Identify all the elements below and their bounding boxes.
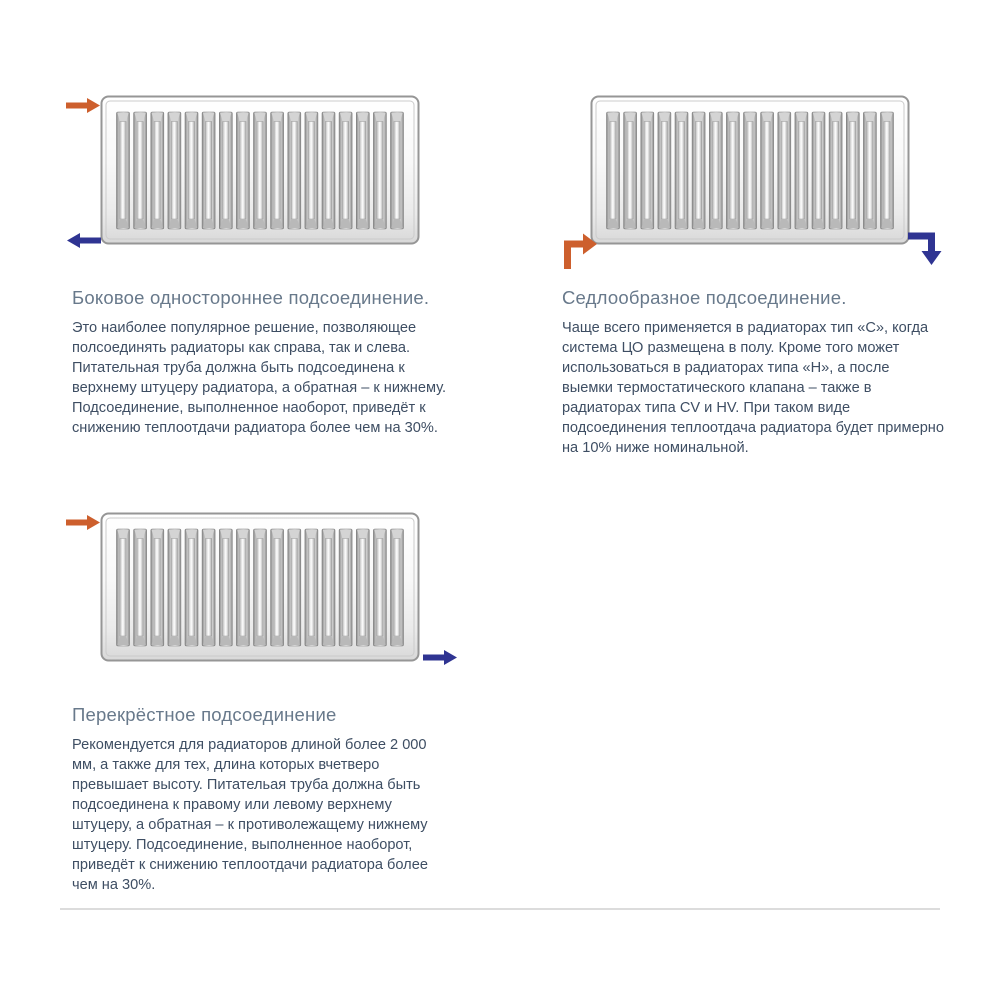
section-cross-connection: Перекрёстное подсоединение Рекомендуется… (60, 504, 550, 895)
section-description: Чаще всего применяется в радиаторах тип … (562, 320, 944, 456)
section-saddle-connection: Седлообразное подсоединение. Чаще всего … (550, 87, 948, 458)
radiator-illustration (590, 95, 910, 245)
return-arrow-icon (908, 232, 942, 265)
top-row: Боковое одностороннее подсоединение. Это… (60, 87, 944, 458)
section-title: Перекрёстное подсоединение (72, 704, 337, 725)
section-description: Рекомендуется для радиаторов длиной боле… (72, 737, 428, 893)
page-content: Боковое одностороннее подсоединение. Это… (60, 0, 944, 910)
return-arrow-icon (67, 233, 101, 248)
return-arrow-icon (423, 650, 457, 665)
section-title: Седлообразное подсоединение. (562, 287, 847, 308)
footer-divider (60, 908, 940, 910)
radiator-figure (66, 87, 458, 265)
empty-cell (550, 504, 940, 895)
supply-arrow-icon (564, 233, 597, 269)
radiator-illustration (100, 95, 420, 245)
radiator-figure (558, 87, 948, 269)
bottom-row: Перекрёстное подсоединение Рекомендуется… (60, 504, 940, 895)
supply-arrow-icon (66, 515, 100, 530)
radiator-figure (66, 504, 458, 682)
section-title: Боковое одностороннее подсоединение. (72, 287, 430, 308)
radiator-illustration (100, 512, 420, 662)
section-side-one-way-connection: Боковое одностороннее подсоединение. Это… (60, 87, 550, 458)
supply-arrow-icon (66, 98, 100, 113)
section-description: Это наиболее популярное решение, позволя… (72, 320, 447, 436)
